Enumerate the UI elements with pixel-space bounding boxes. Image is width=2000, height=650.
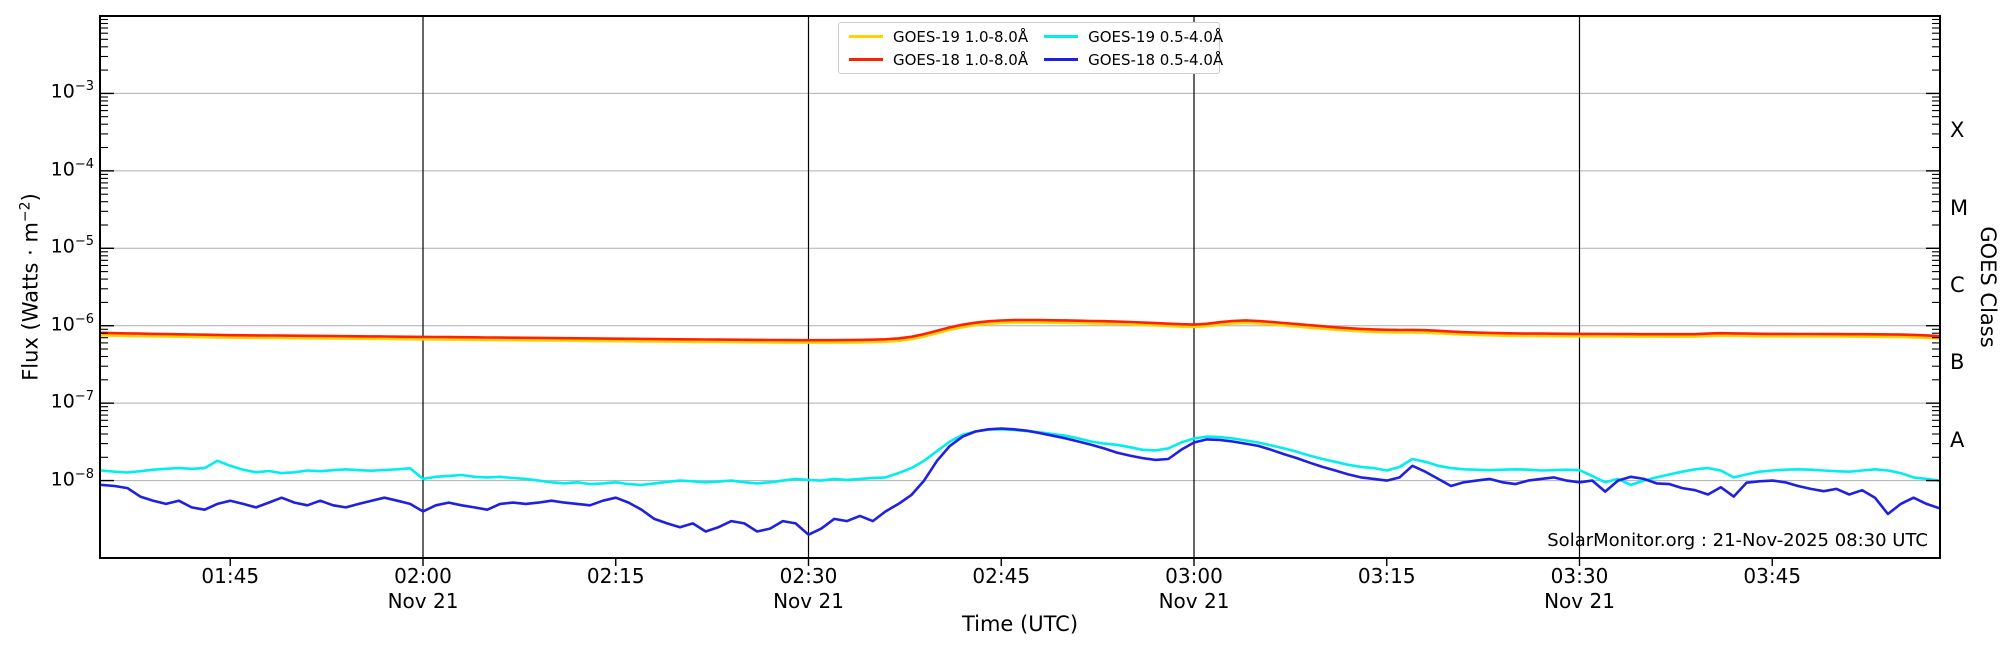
legend-item-goes19-short: GOES-19 0.5-4.0Å xyxy=(1044,28,1223,46)
x-tick-label: 02:30 xyxy=(779,564,838,588)
series-line-goes-18-1.0-8.0å xyxy=(100,318,1940,342)
plot-frame xyxy=(99,15,1941,559)
goes-class-letter-a: A xyxy=(1950,427,1965,452)
legend-swatch-goes19-long-icon xyxy=(849,35,883,38)
x-tick-label: 03:45 xyxy=(1743,564,1802,588)
x-tick-label: 02:45 xyxy=(972,564,1031,588)
right-axis-title: GOES Class xyxy=(1976,226,2000,348)
y-tick-label: 10−6 xyxy=(50,311,94,336)
x-date-label: Nov 21 xyxy=(1544,589,1615,613)
y-axis-title-exponent: −2 xyxy=(17,201,34,223)
y-tick-label: 10−4 xyxy=(50,156,94,181)
series-line-goes-18-0.5-4.0å xyxy=(100,427,1940,537)
x-tick-label: 01:45 xyxy=(201,564,260,588)
legend-swatch-goes18-long-icon xyxy=(849,58,883,61)
legend-label: GOES-18 0.5-4.0Å xyxy=(1088,50,1224,69)
x-tick-label: 03:00 xyxy=(1165,564,1223,588)
x-tick-label: 03:30 xyxy=(1550,564,1609,588)
y-tick-label: 10−3 xyxy=(50,79,94,103)
goes-class-letter-x: X xyxy=(1950,118,1965,143)
legend-label: GOES-19 0.5-4.0Å xyxy=(1088,27,1224,46)
legend-label: GOES-18 1.0-8.0Å xyxy=(893,50,1029,69)
x-tick-label: 03:15 xyxy=(1357,564,1416,588)
x-tick-label: 02:00 xyxy=(394,564,452,588)
legend-swatch-goes19-short-icon xyxy=(1044,35,1079,38)
x-date-label: Nov 21 xyxy=(387,589,459,613)
x-axis-title: Time (UTC) xyxy=(961,612,1079,636)
watermark-text: SolarMonitor.org : 21-Nov-2025 08:30 UTC xyxy=(1547,530,1928,551)
y-tick-label: 10−5 xyxy=(50,234,94,258)
legend-swatch-goes18-short-icon xyxy=(1044,58,1079,61)
goes-class-letter-m: M xyxy=(1950,195,1969,220)
y-tick-label: 10−8 xyxy=(50,466,94,490)
y-tick-label: 10−7 xyxy=(50,389,94,413)
series-line-goes-19-1.0-8.0å xyxy=(100,321,1940,344)
legend-item-goes18-short: GOES-18 0.5-4.0Å xyxy=(1044,51,1223,69)
legend-item-goes19-long: GOES-19 1.0-8.0Å xyxy=(849,28,1028,46)
x-date-label: Nov 21 xyxy=(773,589,844,613)
legend-item-goes18-long: GOES-18 1.0-8.0Å xyxy=(849,51,1028,69)
x-date-label: Nov 21 xyxy=(1158,589,1230,613)
y-axis-title: Flux (Watts · m−2) xyxy=(18,193,43,381)
goes-class-letter-b: B xyxy=(1950,350,1965,375)
y-axis-title-close: ) xyxy=(18,193,43,202)
series-line-goes-19-0.5-4.0å xyxy=(100,427,1940,487)
legend: GOES-19 1.0-8.0Å GOES-18 1.0-8.0Å GOES-1… xyxy=(838,22,1223,74)
goes-class-letter-c: C xyxy=(1950,273,1965,297)
legend-label: GOES-19 1.0-8.0Å xyxy=(893,27,1029,46)
x-tick-label: 02:15 xyxy=(586,564,645,588)
